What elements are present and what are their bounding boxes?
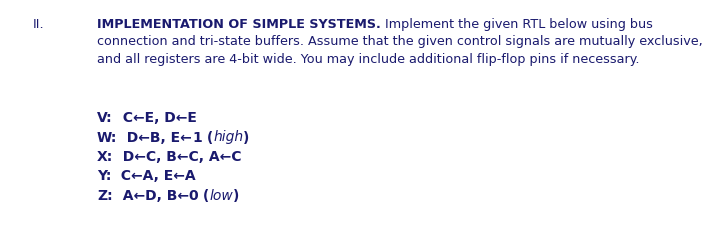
Text: connection and tri-state buffers. Assume that the given control signals are mutu: connection and tri-state buffers. Assume… bbox=[97, 35, 703, 48]
Text: D←C, B←C, A←C: D←C, B←C, A←C bbox=[113, 150, 242, 164]
Text: 0: 0 bbox=[189, 189, 198, 203]
Text: Z:: Z: bbox=[97, 189, 113, 203]
Text: Implement the given RTL below using bus: Implement the given RTL below using bus bbox=[381, 18, 653, 31]
Text: A←D, B←: A←D, B← bbox=[113, 189, 189, 203]
Text: D←B, E←: D←B, E← bbox=[117, 130, 192, 144]
Text: V:: V: bbox=[97, 111, 113, 125]
Text: W:: W: bbox=[97, 130, 117, 144]
Text: low: low bbox=[210, 189, 233, 203]
Text: C←A, E←A: C←A, E←A bbox=[111, 169, 196, 184]
Text: C←E, D←E: C←E, D←E bbox=[113, 111, 197, 125]
Text: ): ) bbox=[233, 189, 240, 203]
Text: Y:: Y: bbox=[97, 169, 111, 184]
Text: IMPLEMENTATION OF SIMPLE SYSTEMS.: IMPLEMENTATION OF SIMPLE SYSTEMS. bbox=[97, 18, 381, 31]
Text: (: ( bbox=[198, 189, 210, 203]
Text: X:: X: bbox=[97, 150, 113, 164]
Text: (: ( bbox=[202, 130, 213, 144]
Text: high: high bbox=[213, 130, 243, 144]
Text: 1: 1 bbox=[192, 130, 202, 144]
Text: ): ) bbox=[243, 130, 250, 144]
Text: and all registers are 4-bit wide. You may include additional flip-flop pins if n: and all registers are 4-bit wide. You ma… bbox=[97, 53, 640, 66]
Text: II.: II. bbox=[33, 18, 45, 31]
